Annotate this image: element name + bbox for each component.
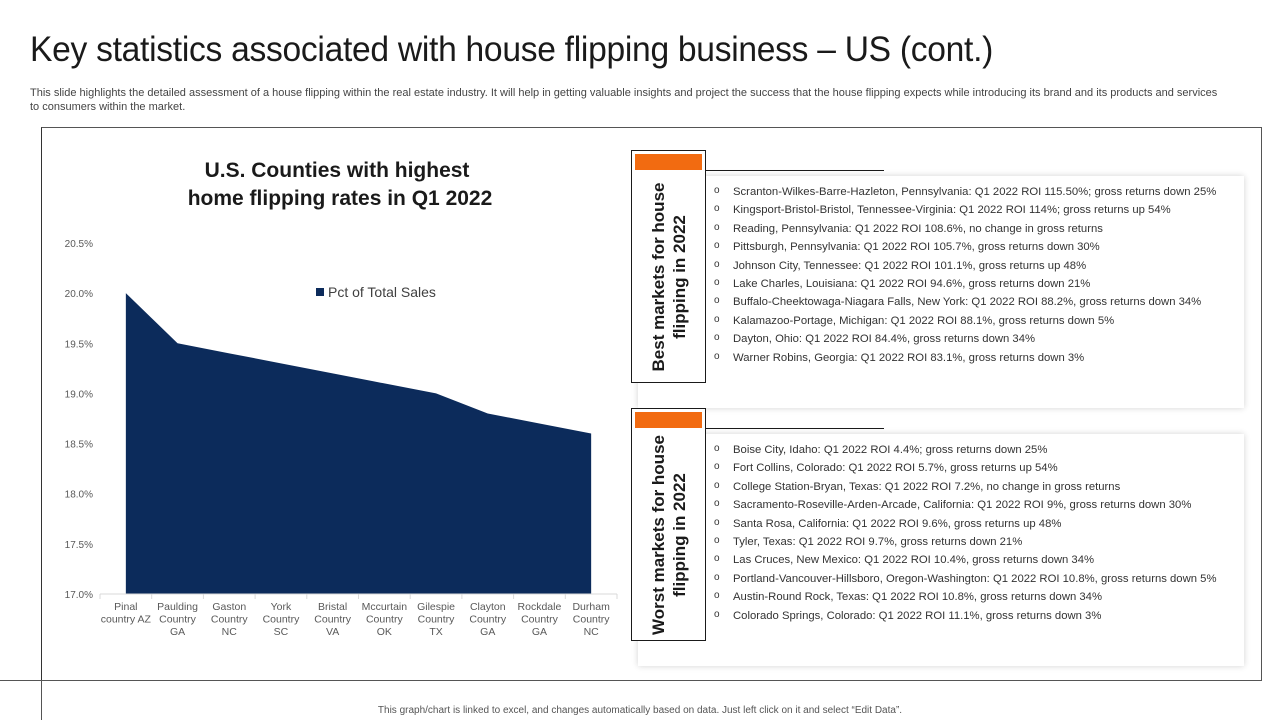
data-point[interactable] xyxy=(485,410,491,416)
x-category-label-line: Country xyxy=(366,614,404,626)
chart-title-line-2: home flipping rates in Q1 2022 xyxy=(188,187,493,210)
footer-note: This graph/chart is linked to excel, and… xyxy=(377,705,903,716)
y-tick-label: 19.5% xyxy=(65,339,93,350)
x-category-label: Rockdale Country GA xyxy=(518,601,562,638)
accent-bar xyxy=(635,412,702,428)
list-item: Sacramento-Roseville-Arden-Arcade, Calif… xyxy=(714,497,1242,512)
x-category-label: York Country SC xyxy=(263,601,301,638)
legend-label: Pct of Total Sales xyxy=(328,284,436,300)
list-item: Warner Robins, Georgia: Q1 2022 ROI 83.1… xyxy=(714,350,1242,365)
list-item: College Station-Bryan, Texas: Q1 2022 RO… xyxy=(714,479,1242,494)
frame-divider xyxy=(41,680,42,720)
list-item: Buffalo-Cheektowaga-Niagara Falls, New Y… xyxy=(714,294,1242,309)
x-category-label-line: Country xyxy=(469,614,507,626)
slide-title: Key statistics associated with house fli… xyxy=(30,30,994,69)
x-category-label: Paulding Country GA xyxy=(157,601,198,638)
x-category-label: Gilespie Country TX xyxy=(417,601,455,638)
x-category-label-line: Country xyxy=(211,614,249,626)
x-category-label-line: country AZ xyxy=(101,614,152,626)
data-point[interactable] xyxy=(381,380,387,386)
list-item: Boise City, Idaho: Q1 2022 ROI 4.4%; gro… xyxy=(714,442,1242,457)
data-point[interactable] xyxy=(278,360,284,366)
data-point[interactable] xyxy=(175,340,181,346)
x-category-label-line: GA xyxy=(480,626,495,638)
y-tick-label: 20.5% xyxy=(65,239,93,250)
list-item: Tyler, Texas: Q1 2022 ROI 9.7%, gross re… xyxy=(714,534,1242,549)
x-category-label-line: Country xyxy=(573,614,611,626)
x-category-label-line: Pinal xyxy=(114,601,137,613)
area-chart[interactable]: U.S. Counties with highest home flipping… xyxy=(42,128,627,648)
x-category-label: Mccurtain Country OK xyxy=(362,601,408,638)
worst-markets-list: Boise City, Idaho: Q1 2022 ROI 4.4%; gro… xyxy=(714,442,1242,627)
x-category-label-line: OK xyxy=(377,626,392,638)
list-item: Austin-Round Rock, Texas: Q1 2022 ROI 10… xyxy=(714,589,1242,604)
data-point[interactable] xyxy=(123,290,129,296)
x-category-label-line: NC xyxy=(222,626,238,638)
list-item: Santa Rosa, California: Q1 2022 ROI 9.6%… xyxy=(714,516,1242,531)
x-category-label-line: Gilespie xyxy=(417,601,455,613)
list-item: Kingsport-Bristol-Bristol, Tennessee-Vir… xyxy=(714,202,1242,217)
list-item: Scranton-Wilkes-Barre-Hazleton, Pennsylv… xyxy=(714,184,1242,199)
data-point[interactable] xyxy=(588,431,594,437)
y-tick-label: 17.5% xyxy=(65,540,93,551)
x-category-label-line: York xyxy=(271,601,292,613)
x-category-label-line: Clayton xyxy=(470,601,506,613)
x-category-label: Bristal Country VA xyxy=(314,601,352,638)
data-point[interactable] xyxy=(226,350,232,356)
x-category-label-line: SC xyxy=(274,626,289,638)
best-markets-label-box: Best markets for house flipping in 2022 xyxy=(631,150,706,383)
y-tick-label: 18.5% xyxy=(65,440,93,451)
x-category-label-line: Country xyxy=(314,614,352,626)
list-item: Reading, Pennsylvania: Q1 2022 ROI 108.6… xyxy=(714,221,1242,236)
worst-markets-label-box: Worst markets for house flipping in 2022 xyxy=(631,408,706,641)
list-item: Colorado Springs, Colorado: Q1 2022 ROI … xyxy=(714,608,1242,623)
best-markets-list: Scranton-Wilkes-Barre-Hazleton, Pennsylv… xyxy=(714,184,1242,369)
worst-markets-divider xyxy=(706,428,884,429)
frame-divider xyxy=(0,680,41,681)
x-category-label-line: GA xyxy=(170,626,185,638)
list-item: Fort Collins, Colorado: Q1 2022 ROI 5.7%… xyxy=(714,460,1242,475)
data-point[interactable] xyxy=(433,390,439,396)
y-tick-label: 19.0% xyxy=(65,389,93,400)
list-item: Portland-Vancouver-Hillsboro, Oregon-Was… xyxy=(714,571,1242,586)
x-category-label-line: TX xyxy=(429,626,442,638)
slide-description: This slide highlights the detailed asses… xyxy=(30,87,1218,113)
data-point[interactable] xyxy=(536,421,542,427)
x-category-label-line: Rockdale xyxy=(518,601,562,613)
x-category-label-line: Country xyxy=(418,614,456,626)
x-category-label: Durham Country NC xyxy=(572,601,610,638)
list-item: Pittsburgh, Pennsylvania: Q1 2022 ROI 10… xyxy=(714,239,1242,254)
x-category-label-line: Country xyxy=(159,614,197,626)
area-series-pct-of-total-sales[interactable] xyxy=(125,293,592,594)
x-category-label-line: GA xyxy=(532,626,547,638)
x-category-label-line: Gaston xyxy=(212,601,246,613)
x-category-label: Clayton Country GA xyxy=(469,601,507,638)
x-category-label: Pinal country AZ xyxy=(101,601,152,626)
list-item: Las Cruces, New Mexico: Q1 2022 ROI 10.4… xyxy=(714,552,1242,567)
x-category-label-line: Paulding xyxy=(157,601,198,613)
best-markets-label: Best markets for house flipping in 2022 xyxy=(648,182,689,371)
list-item: Lake Charles, Louisiana: Q1 2022 ROI 94.… xyxy=(714,276,1242,291)
x-category-label-line: Country xyxy=(521,614,559,626)
content-frame xyxy=(41,127,1262,681)
y-tick-label: 20.0% xyxy=(65,289,93,300)
data-point[interactable] xyxy=(330,370,336,376)
y-tick-label: 17.0% xyxy=(65,590,93,601)
x-category-label-line: Durham xyxy=(572,601,610,613)
x-category-label-line: Country xyxy=(263,614,301,626)
list-item: Kalamazoo-Portage, Michigan: Q1 2022 ROI… xyxy=(714,313,1242,328)
x-category-label-line: Mccurtain xyxy=(362,601,408,613)
x-category-label-line: Bristal xyxy=(318,601,347,613)
legend-swatch xyxy=(316,288,324,296)
accent-bar xyxy=(635,154,702,170)
worst-markets-label: Worst markets for house flipping in 2022 xyxy=(648,434,689,635)
chart-title-line-1: U.S. Counties with highest xyxy=(205,159,470,182)
y-tick-label: 18.0% xyxy=(65,490,93,501)
list-item: Johnson City, Tennessee: Q1 2022 ROI 101… xyxy=(714,258,1242,273)
x-category-label: Gaston Country NC xyxy=(211,601,249,638)
best-markets-divider xyxy=(706,170,884,171)
x-category-label-line: NC xyxy=(584,626,600,638)
list-item: Dayton, Ohio: Q1 2022 ROI 84.4%, gross r… xyxy=(714,331,1242,346)
x-category-label-line: VA xyxy=(326,626,339,638)
